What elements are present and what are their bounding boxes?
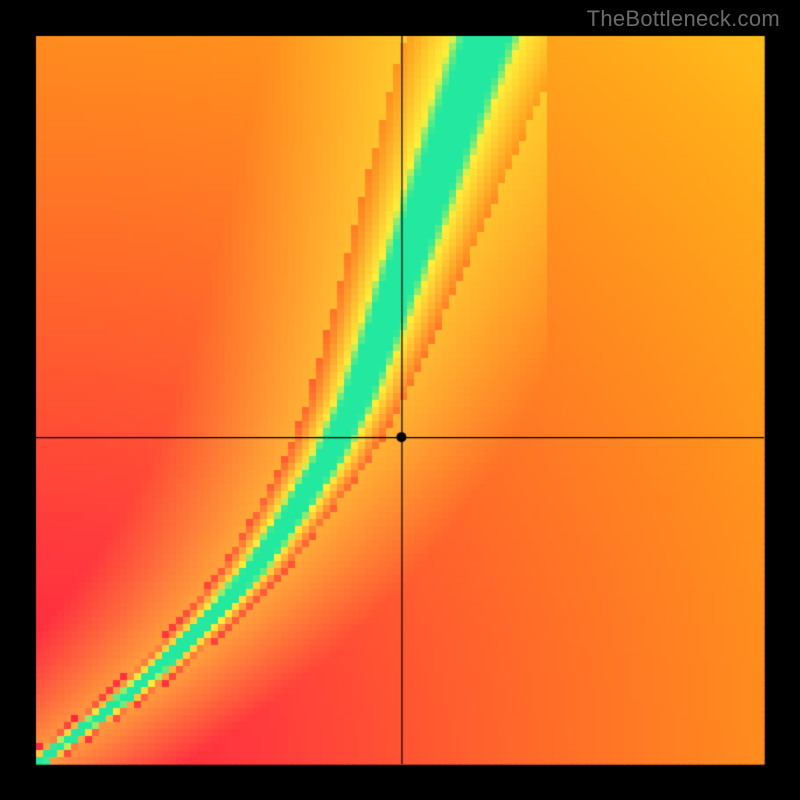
- watermark-text: TheBottleneck.com: [587, 6, 780, 32]
- heatmap-canvas: [0, 0, 800, 800]
- chart-container: TheBottleneck.com: [0, 0, 800, 800]
